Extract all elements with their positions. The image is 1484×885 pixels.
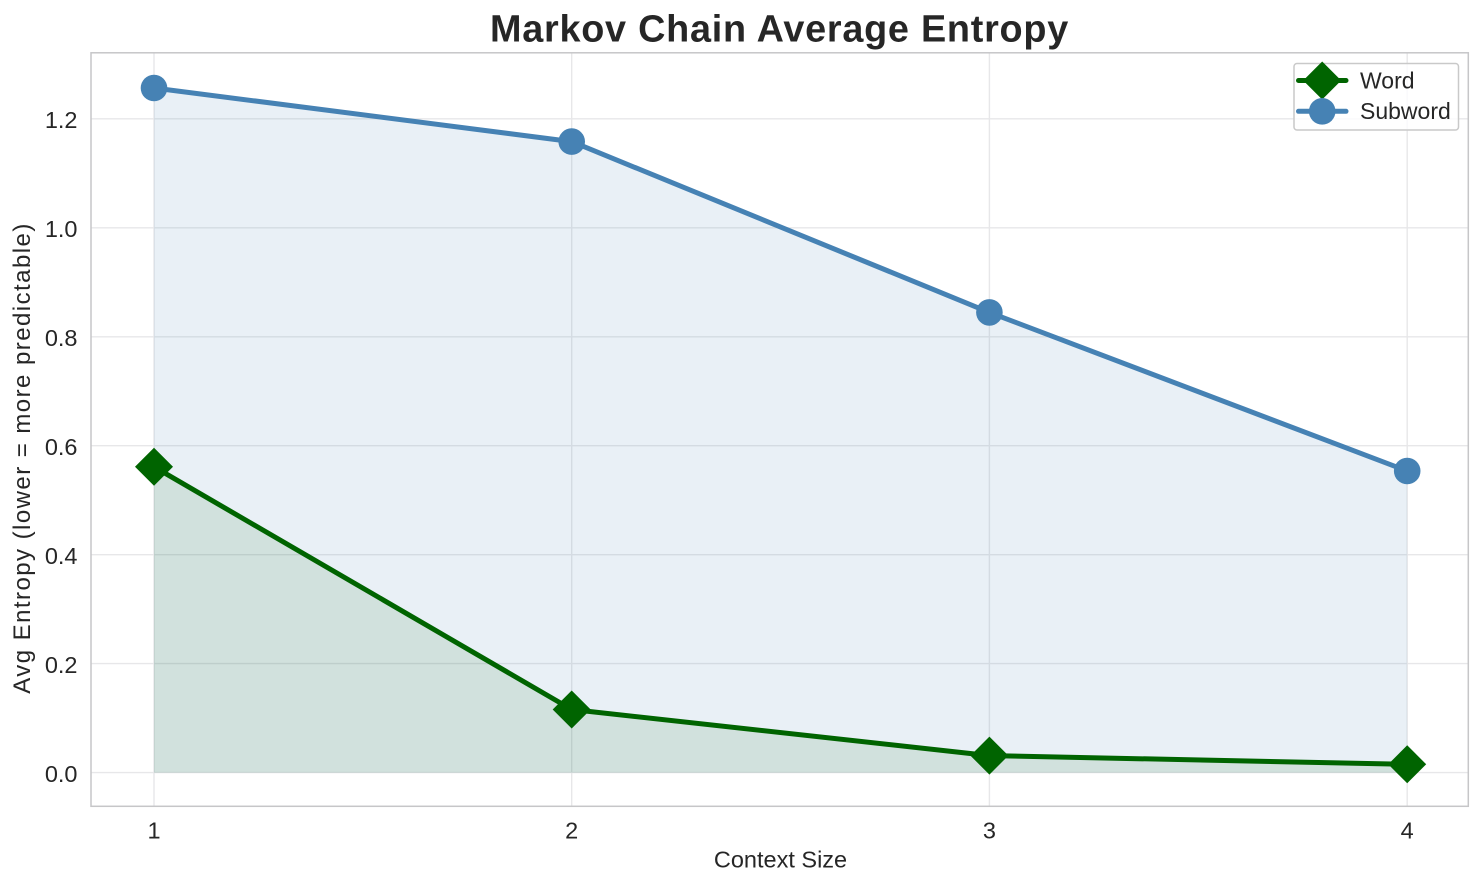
svg-text:Context Size: Context Size [714, 846, 847, 872]
svg-text:Avg Entropy (lower = more pred: Avg Entropy (lower = more predictable) [9, 222, 36, 694]
svg-text:0.0: 0.0 [45, 761, 78, 787]
svg-text:0.2: 0.2 [45, 652, 78, 678]
svg-text:1: 1 [147, 818, 160, 844]
svg-text:0.6: 0.6 [45, 434, 78, 460]
svg-text:Subword: Subword [1360, 98, 1451, 124]
svg-text:Word: Word [1360, 68, 1415, 94]
svg-text:2: 2 [565, 818, 578, 844]
svg-text:Markov Chain Average Entropy: Markov Chain Average Entropy [490, 8, 1069, 50]
svg-text:1.2: 1.2 [45, 107, 78, 133]
svg-text:0.4: 0.4 [45, 543, 78, 569]
svg-text:0.8: 0.8 [45, 325, 78, 351]
svg-text:4: 4 [1401, 818, 1414, 844]
svg-text:1.0: 1.0 [45, 216, 78, 242]
svg-text:3: 3 [983, 818, 996, 844]
